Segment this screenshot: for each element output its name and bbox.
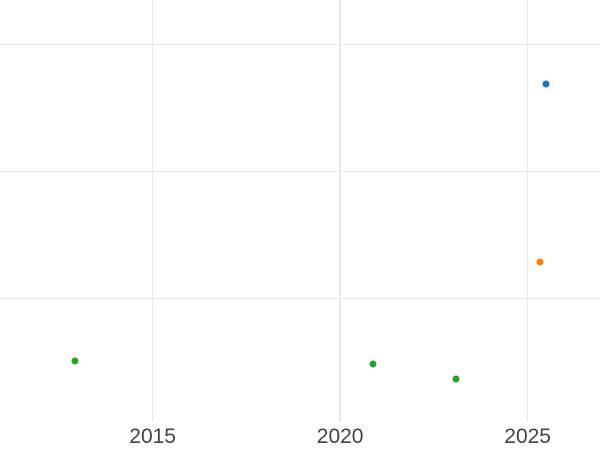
data-point-green-series xyxy=(452,375,460,383)
horizontal-gridline xyxy=(0,43,600,46)
vertical-gridline xyxy=(151,0,154,422)
data-point-green-series xyxy=(71,357,79,365)
data-point-blue-series xyxy=(542,80,550,88)
plot-area xyxy=(0,0,600,422)
horizontal-gridline xyxy=(0,170,600,173)
data-point-orange-series xyxy=(536,258,544,266)
x-tick-label-2020: 2020 xyxy=(316,425,364,448)
vertical-gridline xyxy=(526,0,529,422)
data-point-green-series xyxy=(369,360,377,368)
x-tick-label-2015: 2015 xyxy=(129,425,176,448)
vertical-gridline xyxy=(339,0,341,422)
horizontal-gridline xyxy=(0,297,600,300)
x-axis: 2015 2020 2025 xyxy=(0,422,600,450)
x-tick-label-2025: 2025 xyxy=(504,425,551,448)
